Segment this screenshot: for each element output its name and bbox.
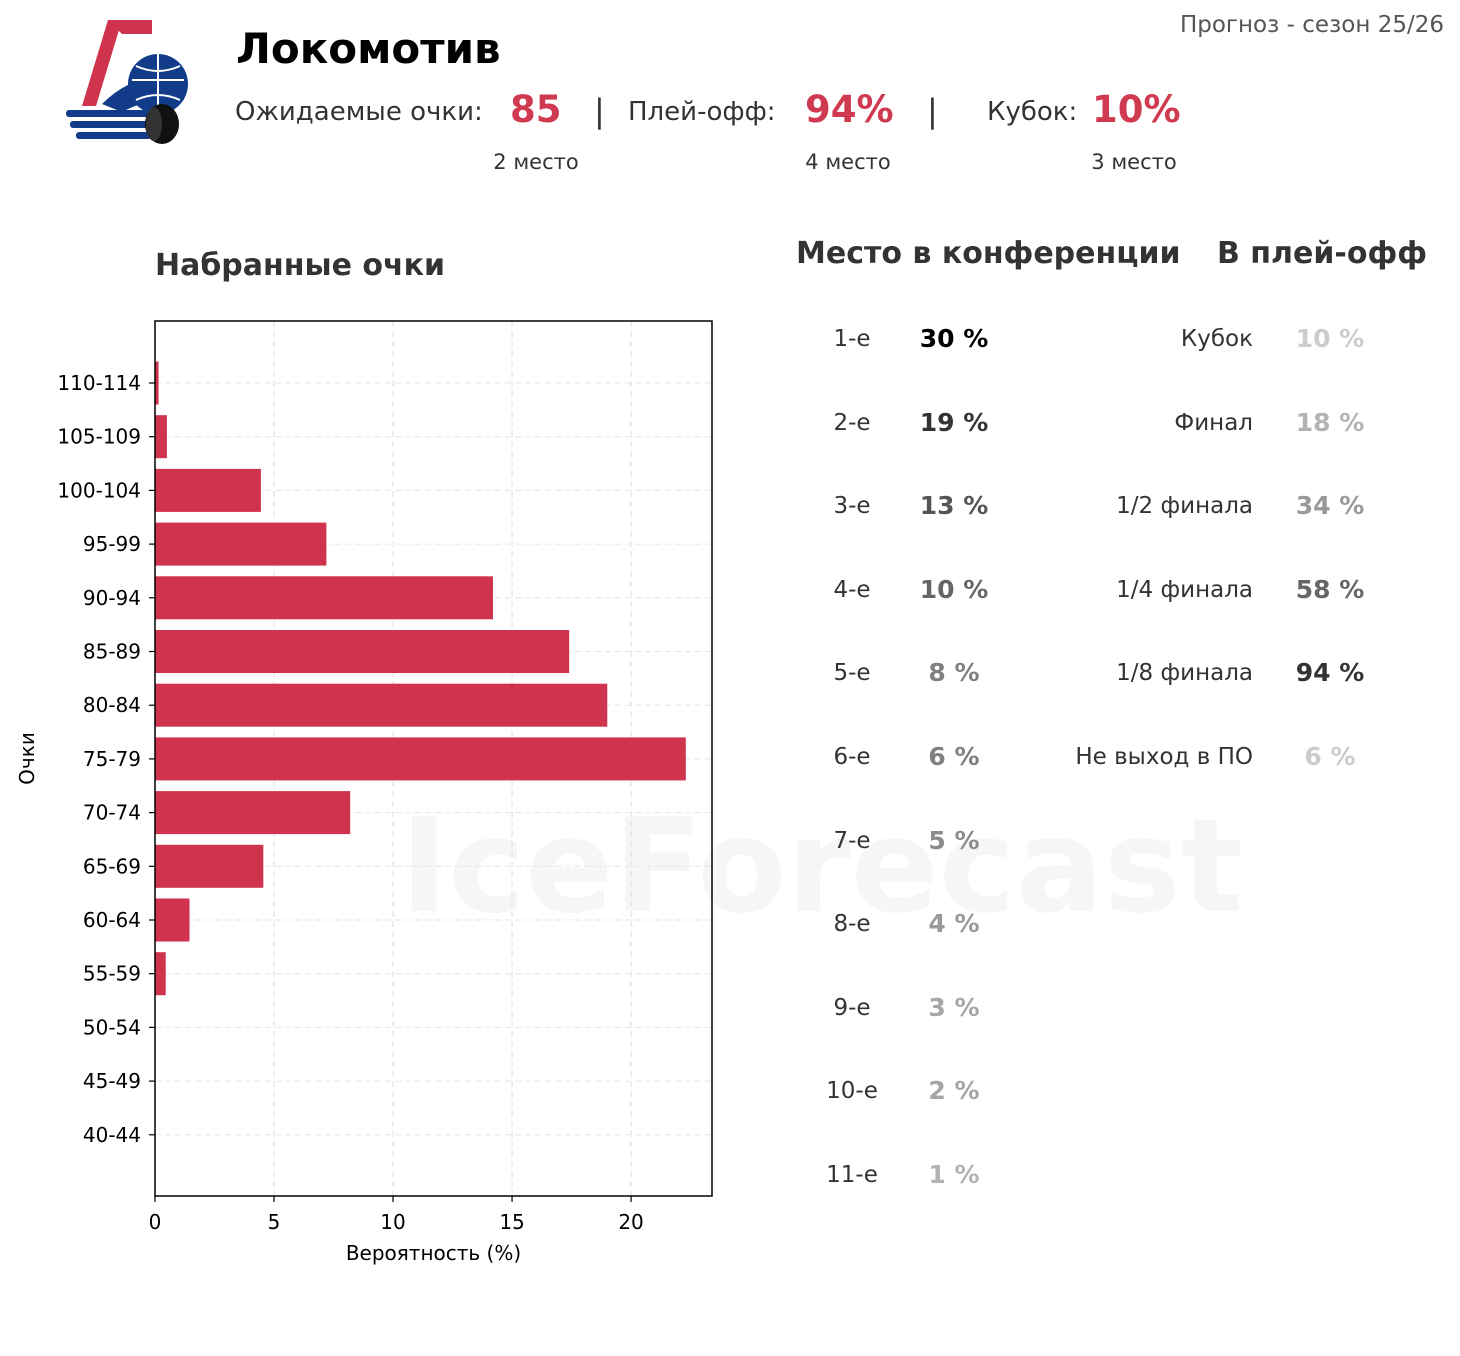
y-tick-label: 110-114 xyxy=(57,371,141,395)
playoff-stage-value: 34 % xyxy=(1295,491,1365,521)
playoff-label: Плей-офф: xyxy=(628,97,776,127)
playoff-stage-value: 58 % xyxy=(1295,574,1365,604)
y-tick-label: 95-99 xyxy=(83,532,141,556)
bar xyxy=(155,630,570,673)
conference-place-value: 19 % xyxy=(919,407,989,437)
playoff-stage-value: 10 % xyxy=(1295,324,1365,353)
conference-place-label: 3-е xyxy=(833,493,871,520)
conference-place-value: 3 % xyxy=(928,992,980,1022)
x-axis-label: Вероятность (%) xyxy=(346,1241,521,1265)
team-name: Локомотив xyxy=(236,24,501,73)
team-logo xyxy=(62,16,192,148)
playoff-stage-label: 1/4 финала xyxy=(1116,576,1253,603)
header-separator: | xyxy=(927,92,938,130)
conference-title: Место в конференции xyxy=(796,236,1181,271)
bar xyxy=(155,898,190,942)
conference-place-label: 10-е xyxy=(826,1078,878,1105)
bar xyxy=(155,415,167,459)
bar xyxy=(155,683,608,727)
header-separator: | xyxy=(594,92,605,130)
playoff-value: 94% xyxy=(805,88,894,131)
y-tick-label: 55-59 xyxy=(83,962,141,986)
conference-place-value: 8 % xyxy=(928,658,980,688)
bar xyxy=(155,737,686,781)
bar xyxy=(155,361,159,405)
bar xyxy=(155,576,494,620)
conference-place-label: 9-е xyxy=(833,994,871,1021)
points-chart: 110-114 105-109 100-104 95-99 90-94 85-89 80-8… xyxy=(15,320,713,1265)
playoff-stage-value: 18 % xyxy=(1295,407,1365,437)
conference-place-label: 4-е xyxy=(833,576,871,603)
playoff-stage-value: 6 % xyxy=(1304,742,1356,771)
season-label: Прогноз - сезон 25/26 xyxy=(1179,12,1444,38)
bar xyxy=(155,791,351,835)
y-tick-label: 105-109 xyxy=(57,425,141,449)
playoff-stage-label: Финал xyxy=(1174,409,1253,436)
bar xyxy=(155,952,166,996)
bar xyxy=(155,522,327,566)
expected-points-rank: 2 место xyxy=(493,150,579,174)
y-tick-label: 40-44 xyxy=(83,1123,141,1147)
chart-title: Набранные очки xyxy=(155,248,445,283)
expected-points-value: 85 xyxy=(510,88,562,131)
conference-place-value: 1 % xyxy=(928,1160,980,1189)
x-tick-label: 0 xyxy=(149,1210,162,1234)
x-tick-label: 5 xyxy=(268,1210,281,1234)
x-tick-label: 20 xyxy=(618,1210,643,1234)
x-tick-label: 10 xyxy=(380,1210,405,1234)
y-tick-label: 85-89 xyxy=(83,640,141,664)
expected-points-label: Ожидаемые очки: xyxy=(235,97,483,127)
conference-place-label: 8-е xyxy=(833,911,871,938)
y-tick-label: 65-69 xyxy=(83,854,141,878)
bar xyxy=(155,844,264,888)
conference-place-label: 1-е xyxy=(833,326,871,352)
conference-place-label: 5-е xyxy=(833,660,871,687)
conference-place-value: 30 % xyxy=(919,324,989,353)
y-axis-label: Очки xyxy=(15,732,39,785)
y-tick-label: 80-84 xyxy=(83,693,141,717)
conference-place-value: 6 % xyxy=(928,742,980,771)
playoff-stage-label: Не выход в ПО xyxy=(1075,744,1253,770)
playoff-stage-value: 94 % xyxy=(1295,658,1365,688)
conference-place-label: 11-е xyxy=(826,1162,878,1188)
playoffs-title: В плей-офф xyxy=(1217,236,1427,271)
cup-value: 10% xyxy=(1092,88,1181,131)
conference-place-label: 6-е xyxy=(833,744,871,770)
playoff-rank: 4 место xyxy=(805,150,891,174)
y-tick-label: 70-74 xyxy=(83,801,141,825)
conference-place-value: 13 % xyxy=(919,491,989,521)
conference-place-value: 5 % xyxy=(928,825,980,855)
y-tick-label: 100-104 xyxy=(57,478,141,502)
playoff-stage-label: Кубок xyxy=(1180,326,1253,352)
y-tick-label: 75-79 xyxy=(83,747,141,771)
cup-label: Кубок: xyxy=(987,97,1078,127)
cup-rank: 3 место xyxy=(1091,150,1177,174)
y-tick-label: 45-49 xyxy=(83,1069,141,1093)
x-tick-label: 15 xyxy=(499,1210,524,1234)
y-tick-label: 50-54 xyxy=(83,1015,141,1039)
conference-place-label: 7-е xyxy=(833,827,871,854)
conference-place-label: 2-е xyxy=(833,409,871,436)
playoff-stage-label: 1/8 финала xyxy=(1116,660,1253,687)
conference-place-value: 4 % xyxy=(928,909,980,939)
bar xyxy=(155,468,261,512)
conference-place-value: 10 % xyxy=(919,574,989,604)
conference-place-value: 2 % xyxy=(928,1076,980,1106)
y-tick-label: 90-94 xyxy=(83,586,141,610)
playoff-stage-label: 1/2 финала xyxy=(1116,493,1253,520)
y-tick-label: 60-64 xyxy=(83,908,141,932)
